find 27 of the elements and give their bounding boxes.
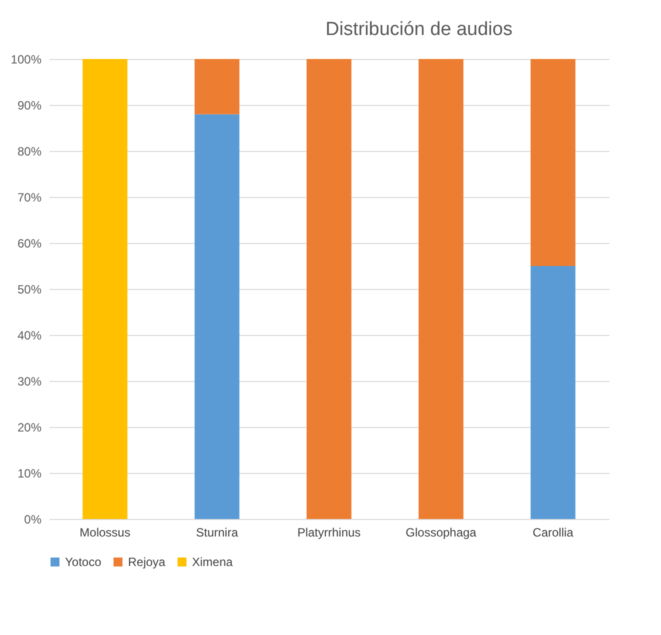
bar [418,59,464,519]
y-tick-label: 40% [17,328,42,342]
bar [82,59,128,519]
legend-label: Ximena [192,555,234,569]
x-tick-label: Platyrrhinus [297,526,361,540]
x-tick-label: Molossus [80,526,130,540]
y-tick-label: 50% [17,282,42,296]
bar [194,114,240,519]
bar [530,59,576,266]
y-tick-label: 10% [17,466,42,480]
x-tick-label: Carollia [532,526,574,540]
legend-label: Rejoya [128,555,166,569]
bar [194,59,240,114]
y-tick-label: 70% [17,190,42,204]
x-tick-label: Sturnira [196,526,238,540]
y-tick-label: 80% [17,144,42,158]
y-tick-label: 30% [17,374,42,388]
bar [530,266,576,519]
chart-title: Distribución de audios [326,19,512,40]
x-tick-label: Glossophaga [406,526,477,540]
y-tick-label: 60% [17,236,42,250]
y-tick-label: 90% [17,98,42,112]
y-tick-label: 0% [24,512,42,526]
bar [306,59,352,519]
y-tick-label: 100% [10,52,42,66]
legend-label: Yotoco [65,555,102,569]
y-tick-label: 20% [17,420,42,434]
